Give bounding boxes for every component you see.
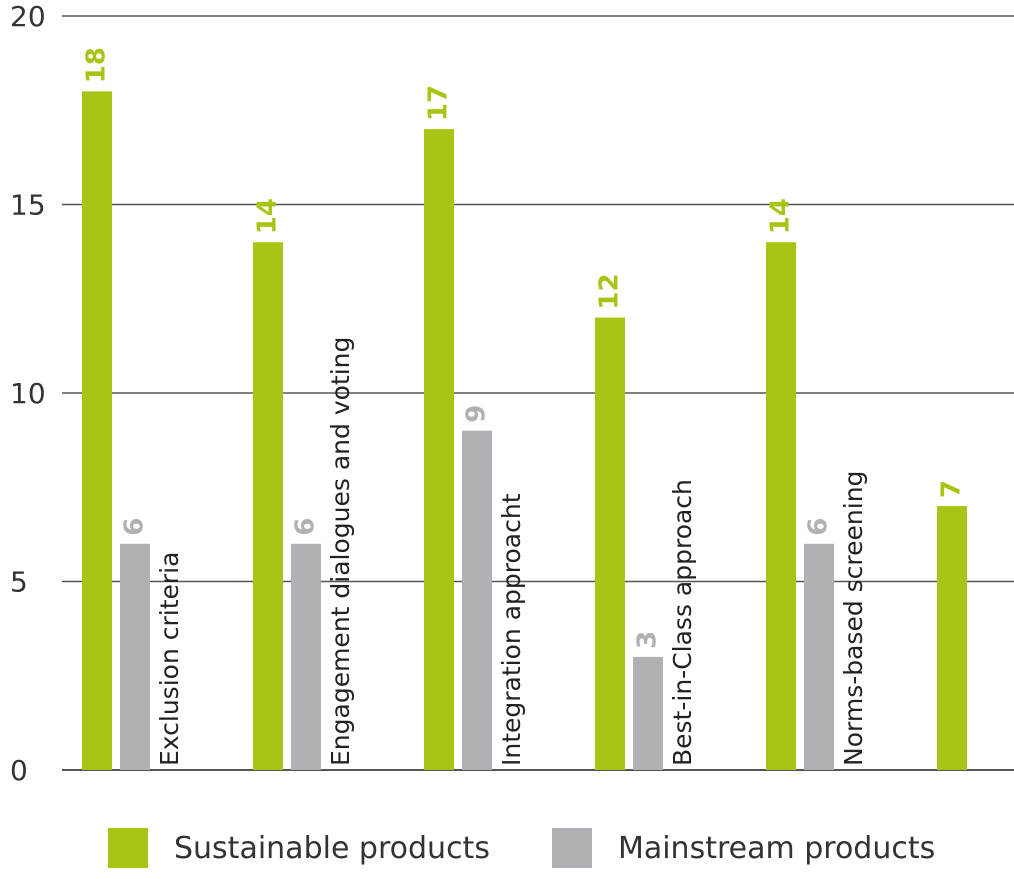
category-label: Norms-based screening [839,471,868,766]
data-label-mainstream: 9 [462,405,492,423]
bar-mainstream [291,543,321,770]
data-label-sustainable: 12 [595,273,625,309]
category-label: Integration approacht [497,493,526,766]
bar-sustainable [82,91,112,770]
y-tick-label: 20 [10,0,46,33]
bar-sustainable [595,317,625,770]
category-label: Exclusion criteria [155,552,184,766]
legend-item-mainstream: Mainstream products [551,828,936,868]
data-label-mainstream: 6 [804,518,834,536]
legend: Sustainable products Mainstream products [108,826,1008,870]
y-tick-label: 0 [10,754,28,787]
bar-mainstream [804,543,834,770]
bar-mainstream [120,543,150,770]
data-label-sustainable: 18 [82,47,112,83]
bar-sustainable [424,129,454,771]
bar-sustainable [253,242,283,770]
bar-sustainable [766,242,796,770]
category-label: Thematic funds relating to human rights [1010,260,1014,767]
data-label-sustainable: 7 [937,480,967,498]
legend-swatch-sustainable [108,828,148,868]
data-label-mainstream: 6 [291,518,321,536]
category-label: Engagement dialogues and voting [326,337,355,766]
legend-swatch-mainstream [551,828,592,868]
legend-label-mainstream: Mainstream products [617,830,936,866]
bar-mainstream [633,656,663,770]
data-label-sustainable: 14 [253,198,283,234]
data-label-mainstream: 3 [633,631,663,649]
legend-label-sustainable: Sustainable products [174,830,490,866]
bar-chart: 0 5 10 15 20 18 6 Exclusion criteria 14 6 Engageme… [10,0,1014,787]
category-label: Best-in-Class approach [668,479,697,766]
y-tick-label: 10 [10,377,46,410]
y-tick-label: 5 [10,566,28,599]
legend-item-sustainable: Sustainable products [108,828,490,868]
data-label-mainstream: 6 [120,518,150,536]
data-label-sustainable: 17 [424,85,454,121]
y-tick-label: 15 [10,189,46,222]
bar-sustainable [937,506,967,770]
data-label-sustainable: 14 [766,198,796,234]
bar-mainstream [462,430,492,770]
